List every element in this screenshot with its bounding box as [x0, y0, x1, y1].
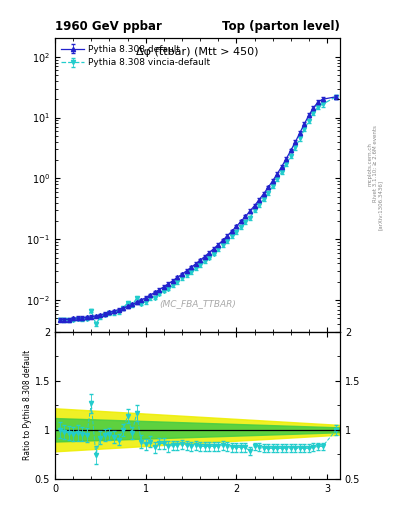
Text: 1960 GeV ppbar: 1960 GeV ppbar [55, 20, 162, 33]
Text: Δφ (t̅tbar) (Mtt > 450): Δφ (t̅tbar) (Mtt > 450) [136, 47, 259, 57]
Text: [arXiv:1306.3436]: [arXiv:1306.3436] [378, 180, 383, 230]
Text: Rivet 3.1.10; ≥ 2.6M events: Rivet 3.1.10; ≥ 2.6M events [373, 125, 378, 202]
Legend: Pythia 8.308 default, Pythia 8.308 vincia-default: Pythia 8.308 default, Pythia 8.308 vinci… [59, 43, 211, 69]
Text: (MC_FBA_TTBAR): (MC_FBA_TTBAR) [159, 300, 236, 308]
Text: mcplots.cern.ch: mcplots.cern.ch [368, 142, 373, 186]
Y-axis label: Ratio to Pythia 8.308 default: Ratio to Pythia 8.308 default [23, 350, 32, 460]
Text: Top (parton level): Top (parton level) [222, 20, 340, 33]
